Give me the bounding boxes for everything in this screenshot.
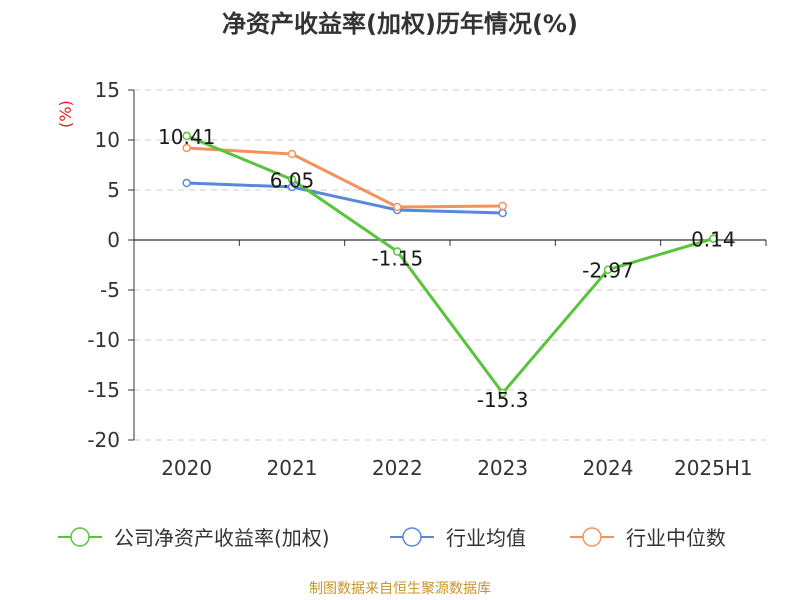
legend-layer: 公司净资产收益率(加权) 行业均值 行业中位数 [58,526,726,550]
data-point [287,149,297,159]
data-point [182,131,191,141]
data-label: -15.3 [477,388,529,412]
data-point [393,202,402,212]
series-line [185,181,505,215]
legend-label: 行业中位数 [626,526,726,550]
legend-marker [402,527,422,547]
data-point [498,388,507,398]
data-label: -2.97 [582,259,634,283]
data-point [709,234,718,243]
data-point [182,178,191,188]
label-layer: 10.41 6.05 -1.15 -15.3 -2.97 0.14 [158,125,736,412]
data-point [393,247,402,256]
grid-layer [134,89,766,441]
data-point [182,143,191,153]
data-label: 0.14 [691,228,736,252]
data-point [498,201,507,211]
y-tick-label: -10 [87,328,120,352]
series-layer [182,131,718,398]
y-tick-label: 0 [107,228,120,252]
x-tick-label: 2025H1 [674,456,753,480]
y-tick-label: -5 [100,278,120,302]
data-label: 10.41 [158,125,215,149]
legend-label: 公司净资产收益率(加权) [114,526,330,550]
y-tick-label: 5 [107,178,120,202]
axis-layer: 15 10 5 0 -5 -10 -15 -20 2020 2021 2022 2023 2024 202… [87,78,767,480]
legend-label: 行业均值 [446,526,526,550]
chart-title: 净资产收益率(加权)历年情况(%) [222,10,578,38]
y-tick-label: 15 [95,78,120,102]
data-point [603,265,613,274]
data-point [287,175,297,184]
x-tick-label: 2021 [267,456,318,480]
x-tick-label: 2022 [372,456,423,480]
y-tick-label: -15 [87,378,120,402]
x-tick-label: 2024 [583,456,634,480]
source-note: 制图数据来自恒生聚源数据库 [309,581,491,597]
legend-marker [582,527,602,547]
series-line [185,134,715,395]
data-label: 6.05 [270,169,315,193]
legend-marker [70,527,90,547]
series-line [185,146,505,209]
x-tick-label: 2020 [161,456,212,480]
y-tick-label: 10 [95,128,120,152]
x-tick-label: 2023 [477,456,528,480]
y-tick-label: -20 [87,428,120,452]
data-label: -1.15 [371,247,423,271]
data-point [498,208,507,218]
